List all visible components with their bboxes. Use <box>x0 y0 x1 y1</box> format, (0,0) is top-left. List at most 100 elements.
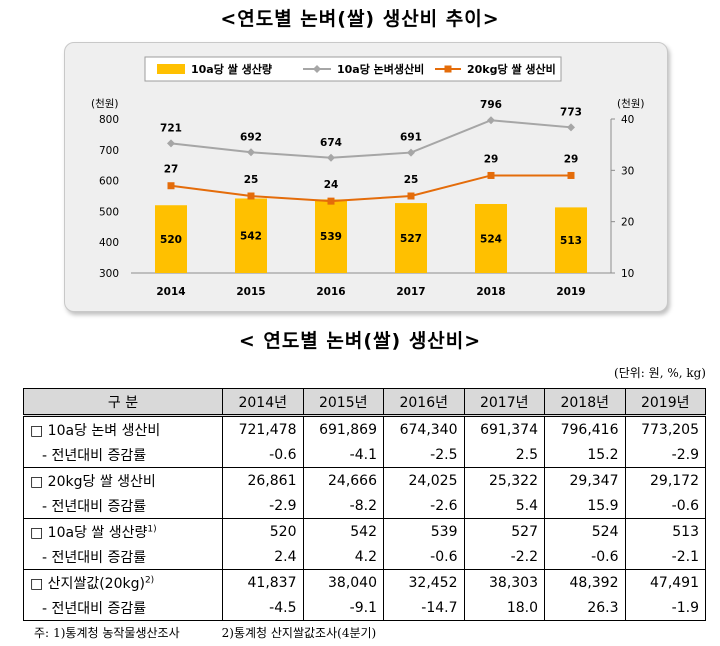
value-cell: 796,416 <box>544 415 626 442</box>
bar-data-label: 513 <box>560 235 582 247</box>
x-tick-label: 2017 <box>396 286 425 298</box>
change-cell: 15.9 <box>544 493 626 519</box>
line-data-label: 721 <box>160 122 182 134</box>
left-tick-label: 400 <box>99 237 119 249</box>
change-cell: -2.2 <box>463 544 545 570</box>
line-series-production-cost <box>170 119 572 159</box>
table-row-change: - 전년대비 증감률 2.4 4.2 -0.6 -2.2 -0.6 -2.1 <box>23 544 706 570</box>
chart-title: <연도별 논벼(쌀) 생산비 추이> <box>220 8 500 30</box>
row-label-text: □ 산지쌀값(20kg) <box>30 575 145 592</box>
value-cell: 773,205 <box>624 415 706 442</box>
change-cell: -0.6 <box>383 544 465 570</box>
line-marker <box>407 148 415 157</box>
x-tick-label: 2018 <box>476 286 505 298</box>
footnote-prefix: 주: <box>34 626 50 640</box>
bar <box>395 203 427 273</box>
legend-swatch-bar <box>157 64 185 74</box>
value-cell: 48,392 <box>544 569 626 595</box>
bar <box>315 199 347 273</box>
right-tick-label: 40 <box>621 114 634 126</box>
table-row-change: - 전년대비 증감률 -4.5 -9.1 -14.7 18.0 26.3 -1.9 <box>23 595 706 621</box>
row-label-footnote: 2) <box>144 574 155 585</box>
change-cell: -2.1 <box>624 544 706 570</box>
line-data-label: 29 <box>564 153 579 165</box>
x-tick-label: 2016 <box>316 286 345 298</box>
cost-table: 구 분 2014년 2015년 2016년 2017년 2018년 2019년 … <box>23 388 706 621</box>
right-tick-label: 30 <box>621 165 634 177</box>
left-axis-label: (천원) <box>91 98 119 110</box>
bar-data-label: 542 <box>240 231 262 243</box>
row-sublabel: - 전년대비 증감률 <box>23 442 223 468</box>
x-tick-label: 2015 <box>236 286 265 298</box>
legend-marker <box>444 65 452 73</box>
line-marker <box>167 182 175 190</box>
table-row: □ 산지쌀값(20kg)2) 41,837 38,040 32,452 38,303 48… <box>23 569 706 595</box>
change-cell: -2.9 <box>222 493 304 519</box>
value-cell: 26,861 <box>222 467 304 493</box>
change-cell: 2.5 <box>463 442 545 468</box>
change-cell: -0.6 <box>222 442 304 468</box>
x-tick-label: 2019 <box>556 286 585 298</box>
value-cell: 38,303 <box>463 569 545 595</box>
legend-label: 10a당 쌀 생산량 <box>191 62 272 76</box>
row-label-text: □ 10a당 논벼 생산비 <box>30 422 161 439</box>
line-marker <box>247 192 255 200</box>
table-row: □ 20kg당 쌀 생산비 26,861 24,666 24,025 25,322 29,… <box>23 467 706 493</box>
value-cell: 47,491 <box>624 569 706 595</box>
row-label-text: □ 10a당 쌀 생산량 <box>30 524 148 541</box>
change-cell: -0.6 <box>544 544 626 570</box>
line-marker <box>567 171 575 179</box>
line-data-label: 27 <box>164 164 179 176</box>
change-cell: 15.2 <box>544 442 626 468</box>
row-sublabel: - 전년대비 증감률 <box>23 493 223 519</box>
line-data-label: 773 <box>560 106 582 118</box>
table-row-change: - 전년대비 증감률 -0.6 -4.1 -2.5 2.5 15.2 -2.9 <box>23 442 706 468</box>
change-cell: -8.2 <box>302 493 384 519</box>
value-cell: 539 <box>383 518 465 544</box>
left-tick-label: 800 <box>99 114 119 126</box>
line-marker <box>327 153 335 162</box>
change-cell: -4.5 <box>222 595 304 621</box>
bar <box>555 207 587 273</box>
row-label-footnote: 1) <box>147 523 157 534</box>
right-tick-label: 20 <box>621 217 634 229</box>
value-cell: 41,837 <box>222 569 304 595</box>
change-cell: 5.4 <box>463 493 545 519</box>
change-cell: -4.1 <box>302 442 384 468</box>
bar-data-label: 527 <box>400 233 422 245</box>
change-cell: -2.6 <box>383 493 465 519</box>
line-data-label: 674 <box>320 137 342 149</box>
left-tick-label: 300 <box>99 268 119 280</box>
bar <box>235 198 267 273</box>
line-data-label: 25 <box>404 174 419 186</box>
table-title: < 연도별 논벼(쌀) 생산비> <box>238 330 482 352</box>
line-data-label: 691 <box>400 132 422 144</box>
row-label: □ 20kg당 쌀 생산비 <box>23 467 223 493</box>
value-cell: 24,666 <box>302 467 384 493</box>
value-cell: 691,869 <box>302 415 384 442</box>
change-cell: -2.9 <box>624 442 706 468</box>
footnote: 주: 1)통계청 농작물생산조사 2)통계청 산지쌀값조사(4분기) <box>34 624 418 641</box>
x-tick-label: 2014 <box>156 286 185 298</box>
bar-data-label: 524 <box>480 234 502 246</box>
value-cell: 29,347 <box>544 467 626 493</box>
line-marker <box>567 123 575 132</box>
right-axis-label: (천원) <box>617 98 645 110</box>
value-cell: 520 <box>222 518 304 544</box>
chart-panel: 300 400 500 600 700 800 (천원) 10 20 30 40 (천원) 2014 20… <box>64 42 668 312</box>
header-cell: 2015년 <box>302 388 384 417</box>
value-cell: 691,374 <box>463 415 545 442</box>
line-data-label: 29 <box>484 153 499 165</box>
row-label: □ 10a당 쌀 생산량1) <box>23 518 223 544</box>
change-cell: 18.0 <box>463 595 545 621</box>
value-cell: 38,040 <box>302 569 384 595</box>
left-tick-label: 600 <box>99 176 119 188</box>
footnote-1: 1)통계청 농작물생산조사 <box>53 626 180 640</box>
change-cell: -0.6 <box>624 493 706 519</box>
line-data-label: 692 <box>240 131 262 143</box>
change-cell: 4.2 <box>302 544 384 570</box>
value-cell: 32,452 <box>383 569 465 595</box>
header-cell: 2017년 <box>463 388 545 417</box>
table-row: □ 10a당 논벼 생산비 721,478 691,869 674,340 691,37… <box>23 415 706 442</box>
legend-marker <box>313 65 321 73</box>
